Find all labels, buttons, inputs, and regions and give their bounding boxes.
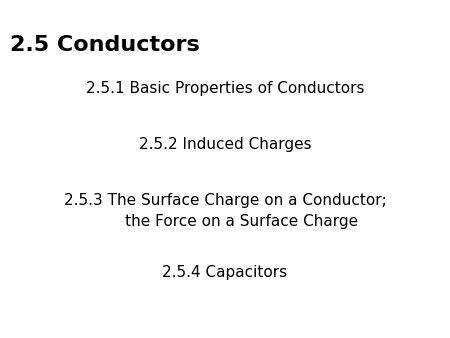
Text: 2.5.4 Capacitors: 2.5.4 Capacitors (162, 265, 288, 280)
Text: 2.5.2 Induced Charges: 2.5.2 Induced Charges (139, 137, 311, 152)
Text: 2.5 Conductors: 2.5 Conductors (10, 35, 200, 55)
Text: 2.5.1 Basic Properties of Conductors: 2.5.1 Basic Properties of Conductors (86, 81, 364, 96)
Text: 2.5.3 The Surface Charge on a Conductor;
       the Force on a Surface Charge: 2.5.3 The Surface Charge on a Conductor;… (63, 193, 387, 229)
